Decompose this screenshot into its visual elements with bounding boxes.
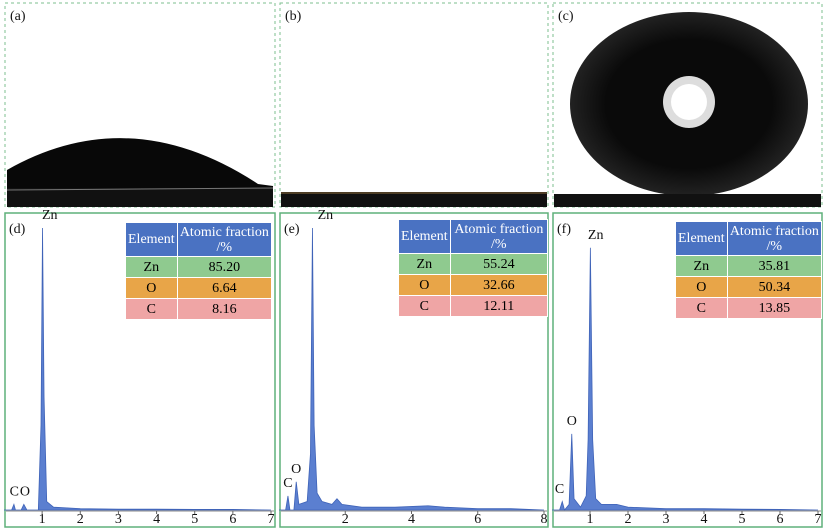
table-header: Element (125, 222, 178, 257)
x-tick-label: 4 (701, 512, 708, 527)
x-tick-label: 6 (229, 512, 236, 527)
x-tick-label: 6 (777, 512, 784, 527)
peak-label: Zn (318, 208, 334, 223)
spectrum (279, 227, 545, 511)
table-cell: 35.81 (726, 255, 823, 277)
table-cell: Zn (125, 256, 178, 278)
composition-table: Element Atomic fraction /% Zn 85.20 O 6.64 C 8.… (125, 222, 273, 320)
table-cell: Zn (398, 253, 451, 275)
table-cell: C (398, 295, 451, 317)
table-header: Element (398, 219, 451, 254)
panel-label: (a) (10, 9, 26, 24)
panel-label: (b) (285, 9, 302, 24)
table-cell: 12.11 (449, 295, 549, 317)
peak-label: C (283, 476, 292, 491)
table-cell: Zn (675, 255, 728, 277)
table-cell: 6.64 (176, 277, 273, 299)
table-header: Atomic fraction /% (726, 221, 823, 256)
substrate (554, 194, 821, 207)
highlight (671, 84, 707, 120)
panel-label: (e) (284, 222, 300, 237)
x-tick-label: 8 (541, 512, 548, 527)
substrate-edge (6, 187, 274, 191)
x-tick-label: 6 (474, 512, 481, 527)
table-cell: 50.34 (726, 276, 823, 298)
x-tick-label: 5 (191, 512, 198, 527)
table-cell: 32.66 (449, 274, 549, 296)
x-tick-label: 3 (663, 512, 670, 527)
table-cell: 55.24 (449, 253, 549, 275)
peak-label: O (567, 414, 577, 429)
x-tick-label: 1 (587, 512, 594, 527)
table-header: Atomic fraction /% (176, 222, 273, 257)
x-tick-label: 5 (739, 512, 746, 527)
x-tick-label: 2 (342, 512, 349, 527)
table-cell: O (125, 277, 178, 299)
table-header: Element (675, 221, 728, 256)
x-tick-label: 3 (115, 512, 122, 527)
table-cell: 8.16 (176, 298, 273, 320)
composition-table: Element Atomic fraction /% Zn 55.24 O 32.66 C 1… (398, 219, 549, 317)
panel-label: (c) (558, 9, 574, 24)
table-cell: 13.85 (726, 297, 823, 319)
peak-label: Zn (42, 208, 58, 223)
x-tick-label: 2 (625, 512, 632, 527)
peak-label: C (10, 485, 19, 500)
spectrum (4, 227, 272, 511)
peak-label: O (20, 485, 30, 500)
table-cell: O (675, 276, 728, 298)
x-tick-label: 4 (153, 512, 160, 527)
substrate (7, 188, 273, 207)
table-cell: C (675, 297, 728, 319)
x-tick-label: 1 (39, 512, 46, 527)
table-header: Atomic fraction /% (449, 219, 549, 254)
x-tick-label: 7 (268, 512, 275, 527)
x-tick-label: 2 (77, 512, 84, 527)
table-cell: C (125, 298, 178, 320)
peak-label: O (291, 462, 301, 477)
panel-label: (d) (9, 222, 26, 237)
panel-label: (f) (557, 222, 571, 237)
table-cell: O (398, 274, 451, 296)
x-tick-label: 4 (408, 512, 415, 527)
peak-label: Zn (588, 228, 604, 243)
table-cell: 85.20 (176, 256, 273, 278)
substrate (281, 192, 547, 207)
x-tick-label: 7 (815, 512, 822, 527)
panel-frame (279, 2, 549, 208)
peak-label: C (555, 482, 564, 497)
spectrum (552, 247, 819, 511)
composition-table: Element Atomic fraction /% Zn 35.81 O 50.34 C 1… (675, 221, 823, 319)
